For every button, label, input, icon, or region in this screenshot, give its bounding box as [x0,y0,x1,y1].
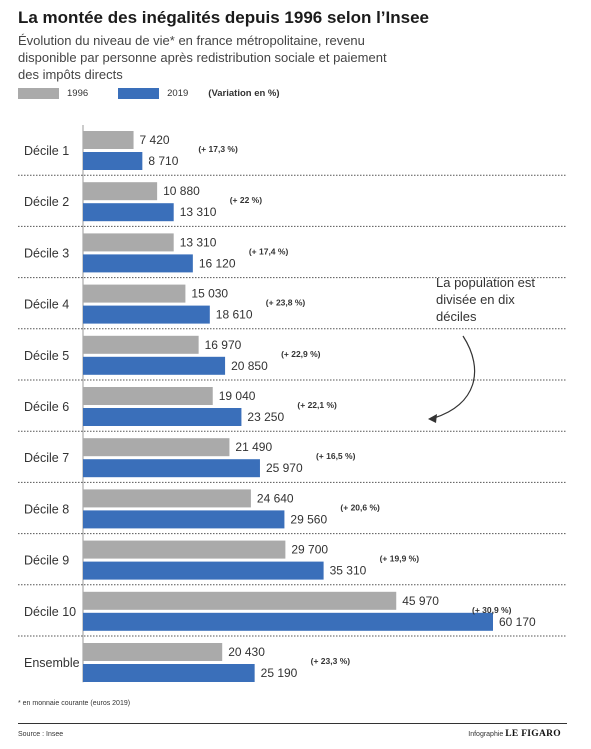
bar-1996 [83,438,230,457]
value-label-2019: 35 310 [330,564,367,578]
category-label: Décile 10 [24,605,76,619]
variation-label: (+ 30,9 %) [472,605,512,615]
bar-2019 [83,561,324,580]
value-label-2019: 29 560 [290,512,327,526]
bar-1996 [83,182,158,201]
value-label-2019: 60 170 [499,615,536,629]
legend-swatch-2019 [118,88,160,99]
value-label-2019: 20 850 [231,359,268,373]
bar-1996 [83,284,186,303]
bar-1996 [83,591,397,610]
legend-item-1996: 1996 [18,88,88,99]
value-label-1996: 24 640 [257,491,294,505]
value-label-1996: 15 030 [191,287,228,301]
category-label: Décile 4 [24,298,69,312]
value-label-2019: 25 970 [266,461,303,475]
category-label: Décile 1 [24,144,69,158]
variation-label: (+ 17,3 %) [198,144,238,154]
bar-2019 [83,305,210,324]
bar-2019 [83,510,285,529]
credit-prefix: Infographie [468,731,504,738]
value-label-1996: 10 880 [163,184,200,198]
bar-1996 [83,540,286,559]
variation-label: (+ 17,4 %) [249,246,289,256]
value-label-1996: 21 490 [235,440,272,454]
bar-1996 [83,387,213,405]
variation-label: (+ 19,9 %) [380,554,420,564]
legend: 1996 2019 (Variation en %) [18,88,280,99]
variation-label: (+ 23,8 %) [266,298,306,308]
chart-title: La montée des inégalités depuis 1996 sel… [18,8,429,27]
value-label-2019: 23 250 [247,410,284,424]
chart-subtitle: Évolution du niveau de vie* en france mé… [18,33,387,82]
bar-2019 [83,152,143,170]
category-label: Décile 6 [24,400,69,414]
category-label: Décile 8 [24,502,69,516]
category-label: Ensemble [24,656,80,670]
variation-label: (+ 16,5 %) [316,451,356,461]
category-label: Décile 3 [24,246,69,260]
bar-1996 [83,489,251,508]
legend-swatch-1996 [18,88,59,99]
value-label-2019: 8 710 [148,154,178,168]
bar-1996 [83,643,223,661]
value-label-2019: 13 310 [180,205,217,219]
category-label: Décile 5 [24,349,69,363]
bar-1996 [83,131,134,149]
bar-2019 [83,459,260,478]
bar-2019 [83,356,226,375]
legend-label-1996: 1996 [67,88,89,99]
source-label: Source : Insee [18,731,64,738]
bar-2019 [83,203,174,222]
value-label-2019: 16 120 [199,256,236,270]
annotation-arrowhead [428,414,437,423]
value-label-1996: 19 040 [219,389,256,403]
category-label: Décile 9 [24,554,69,568]
legend-variation-label: (Variation en %) [208,88,280,99]
value-label-1996: 20 430 [228,645,265,659]
value-label-1996: 16 970 [205,338,242,352]
footnote: * en monnaie courante (euros 2019) [18,700,131,707]
category-label: Décile 7 [24,451,69,465]
bar-2019 [83,254,193,273]
credit: Infographie LE FIGARO [468,729,561,739]
value-label-2019: 25 190 [261,666,298,680]
variation-label: (+ 23,3 %) [311,656,351,666]
annotation-arrow [433,335,476,419]
legend-item-2019: 2019 [118,88,188,99]
annotation-text: La population est divisée en dix déciles [436,275,536,324]
bar-2019 [83,408,242,426]
variation-label: (+ 20,6 %) [340,502,380,512]
bar-1996 [83,335,199,354]
value-label-1996: 7 420 [140,133,170,147]
category-label: Décile 2 [24,195,69,209]
credit-brand: LE FIGARO [505,729,561,739]
variation-label: (+ 22,9 %) [281,349,321,359]
bar-2019 [83,612,493,631]
bar-2019 [83,664,255,682]
value-label-2019: 18 610 [216,308,253,322]
footer-divider [18,723,567,724]
variation-label: (+ 22,1 %) [297,400,337,410]
bar-1996 [83,233,174,252]
value-label-1996: 29 700 [291,543,328,557]
value-label-1996: 13 310 [180,235,217,249]
variation-label: (+ 22 %) [230,195,263,205]
legend-label-2019: 2019 [167,88,189,99]
value-label-1996: 45 970 [402,594,439,608]
